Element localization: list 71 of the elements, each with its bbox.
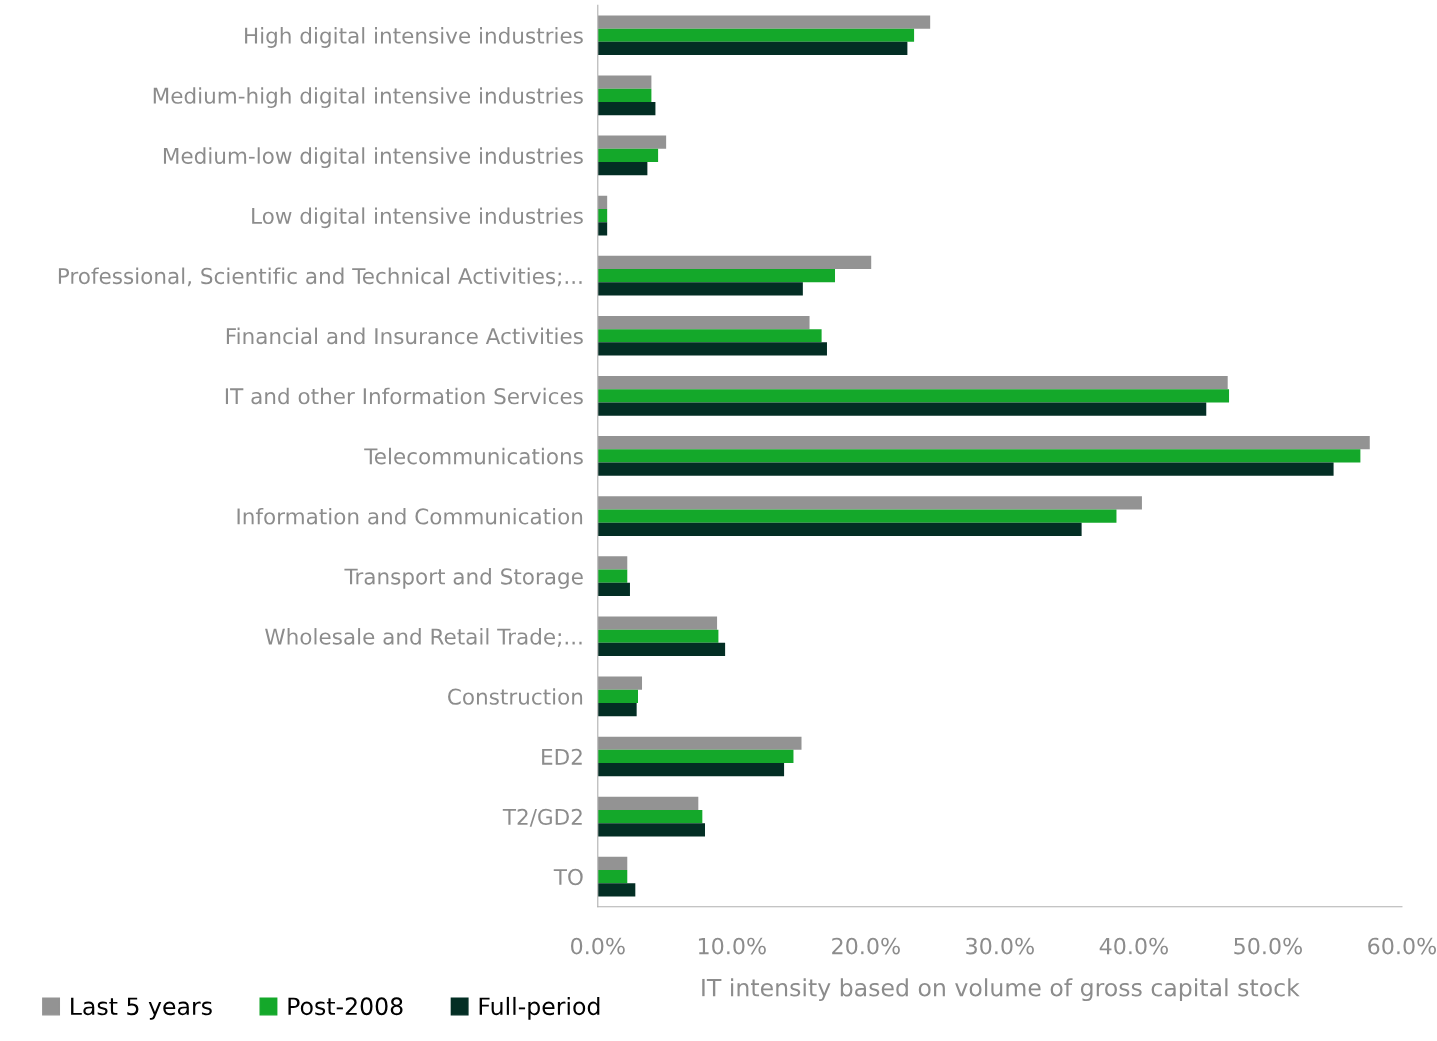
legend-label: Full-period [479, 996, 600, 1020]
y-tick-label: Telecommunications [364, 447, 583, 465]
y-tick-label: TO [553, 868, 583, 886]
bar [597, 195, 608, 209]
bar [597, 389, 1230, 403]
bar [597, 269, 836, 283]
x-tick-label: 20.0% [832, 937, 900, 955]
bar [597, 148, 659, 163]
bar [597, 883, 636, 897]
bar [597, 509, 1117, 523]
bar [597, 135, 667, 149]
bar [597, 702, 637, 717]
y-tick-label: High digital intensive industries [245, 27, 583, 48]
x-tick-label: 10.0% [698, 937, 766, 955]
y-tick-label: Low digital intensive industries [252, 207, 583, 229]
bar [597, 689, 638, 703]
x-tick-label: 50.0% [1234, 937, 1302, 955]
bar [597, 75, 652, 89]
bar [597, 436, 1370, 450]
bar [597, 462, 1334, 476]
bar [597, 15, 931, 29]
bar [597, 582, 630, 596]
bar [597, 208, 608, 223]
y-tick-label: ED2 [542, 748, 582, 765]
bar [597, 255, 872, 270]
bar [597, 449, 1361, 463]
bar [597, 556, 628, 570]
x-tick-label: 60.0% [1368, 937, 1437, 955]
bar [597, 763, 785, 777]
bar [597, 796, 699, 810]
y-tick-label: Medium-high digital intensive industries [153, 87, 583, 109]
bar [597, 329, 822, 343]
bar [597, 282, 803, 296]
y-tick-label: Construction [448, 688, 583, 705]
bar [597, 856, 628, 871]
x-tick-label: 0.0% [571, 937, 625, 955]
bar [597, 642, 726, 657]
bar [597, 41, 908, 56]
legend-label: Post-2008 [288, 997, 403, 1016]
bar [597, 629, 719, 643]
y-tick-label: IT and other Information Services [225, 387, 583, 405]
bar [597, 376, 1228, 390]
bar [597, 162, 648, 176]
x-axis-title: IT intensity based on volume of gross capital stock [702, 978, 1300, 1002]
y-tick-label: Medium-low digital intensive industries [163, 147, 583, 169]
bar [597, 569, 628, 583]
y-tick-label: Information and Communication [237, 507, 583, 525]
bar [597, 101, 656, 116]
legend-label: Last 5 years [71, 997, 212, 1020]
bar [597, 823, 706, 837]
bar [597, 749, 794, 764]
bar [597, 342, 827, 356]
bar [597, 676, 643, 690]
bar [597, 315, 810, 330]
bar [597, 809, 703, 824]
x-tick-label: 40.0% [1099, 937, 1168, 955]
bar [597, 28, 915, 42]
bar [597, 88, 652, 102]
bar [597, 402, 1207, 416]
y-tick-label: Wholesale and Retail Trade;... [265, 628, 582, 647]
bar [597, 736, 802, 750]
y-tick-label: Professional, Scientific and Technical Activities;... [58, 267, 582, 287]
bar [597, 496, 1142, 510]
x-tick-label: 30.0% [966, 937, 1034, 955]
y-tick-label: Financial and Insurance Activities [226, 327, 583, 345]
bar [597, 522, 1082, 536]
bar [597, 870, 628, 884]
bar [597, 222, 608, 236]
y-tick-label: Transport and Storage [344, 567, 583, 589]
y-tick-label: T2/GD2 [502, 808, 582, 827]
bar [597, 616, 718, 630]
